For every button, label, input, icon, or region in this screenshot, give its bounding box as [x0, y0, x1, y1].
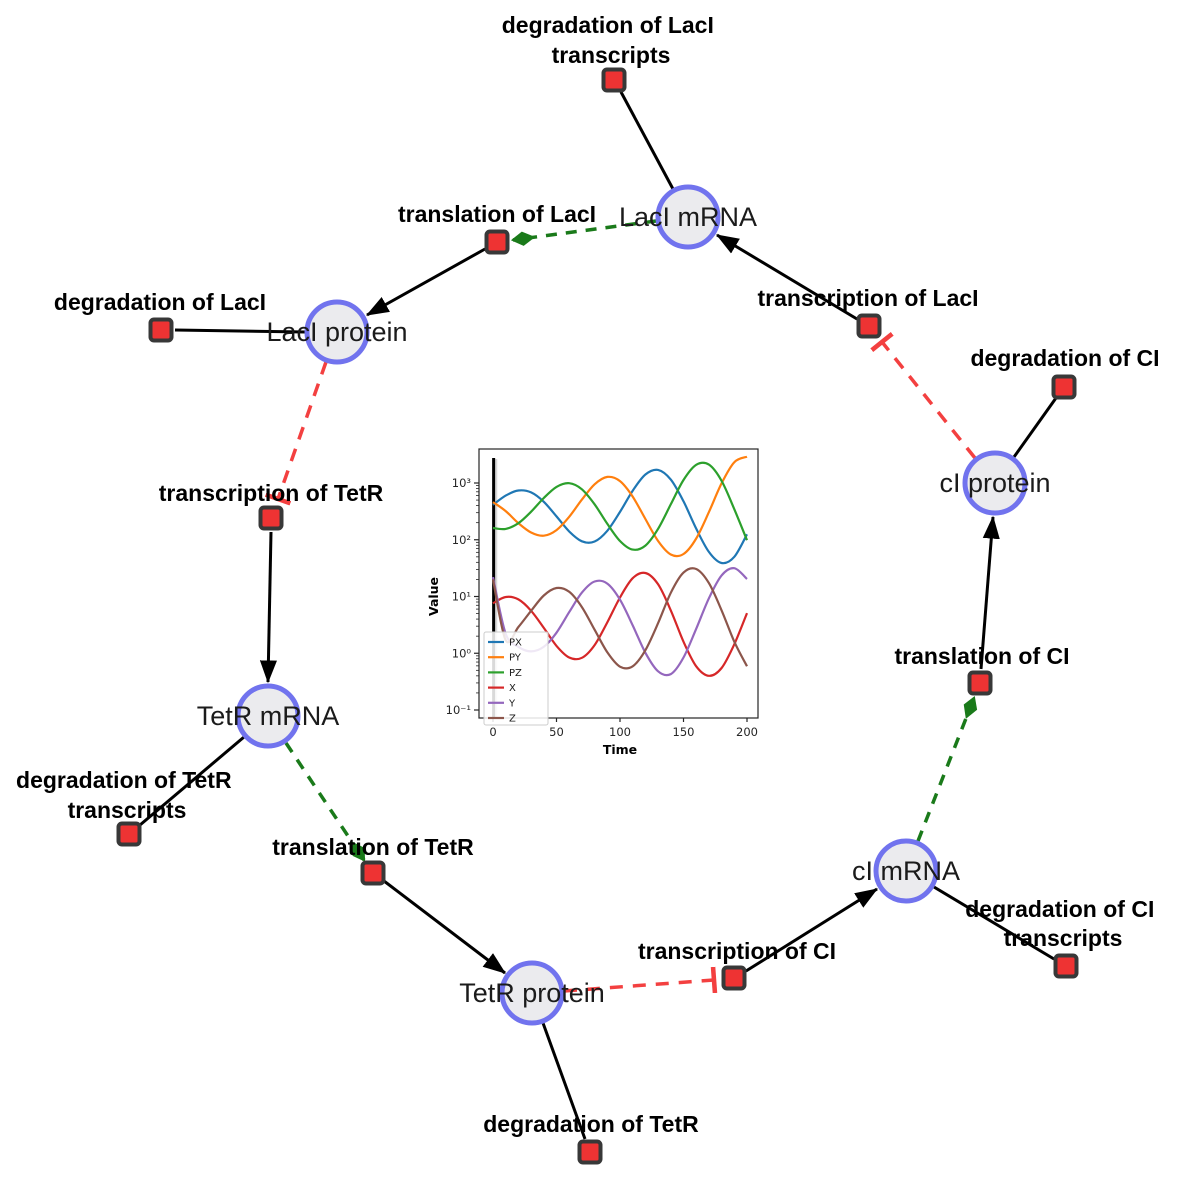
edge-translation-laci-to-laci-protein [365, 247, 486, 317]
reaction-node-transcription-laci [856, 313, 882, 339]
reaction-node-deg-ci-transcripts [1053, 953, 1079, 979]
x-tick-label: 50 [549, 725, 564, 739]
legend-label-X: X [509, 683, 516, 694]
reaction-label-deg-ci: degradation of CI [970, 345, 1159, 371]
series-line-PZ [492, 461, 749, 551]
axes-box [478, 448, 759, 719]
legend: PX PY PZ XYZ [483, 631, 549, 726]
x-tick-label: 100 [609, 725, 631, 739]
edge-transcription-tetr-to-tetr-mrna [259, 531, 277, 684]
species-node-ci-mrna [873, 838, 939, 904]
reaction-label-transcription-ci: transcription of CI [638, 938, 836, 964]
reaction-label-transcription-laci: transcription of LacI [757, 285, 978, 311]
y-tick-label: 10¹ [452, 590, 471, 604]
y-tick-label: 10⁰ [452, 646, 472, 660]
species-label-tetr-protein: TetR protein [459, 978, 605, 1008]
reaction-label-transcription-tetr: transcription of TetR [159, 480, 384, 506]
species-node-ci-protein [962, 450, 1028, 516]
edge-laci-mrna-to-deg-laci-transcripts [619, 91, 675, 190]
reaction-label-deg-tetr-transcripts: degradation of TetR transcripts [16, 767, 238, 823]
species-node-tetr-mrna [235, 683, 301, 749]
series-line-X [492, 571, 749, 677]
y-tick-label: 10⁻¹ [446, 703, 471, 717]
edge-laci-protein-inhibits-transcription-tetr [264, 361, 328, 506]
reaction-label-translation-laci: translation of LacI [398, 201, 596, 227]
edge-ci-protein-to-deg-ci [1012, 397, 1058, 458]
edge-transcription-laci-to-laci-mrna [715, 233, 858, 321]
edge-tetr-mrna-to-deg-tetr-transcripts [139, 735, 245, 827]
x-tick-label: 150 [673, 725, 695, 739]
edge-translation-ci-to-ci-protein [979, 515, 1000, 670]
timeseries-plot: 0 50 100 150 20010³10²10¹10⁰10⁻¹TimeValuePXP… [426, 448, 759, 757]
series-line-Z [491, 567, 748, 670]
reaction-node-deg-tetr-transcripts [116, 821, 142, 847]
edge-tetr-protein-to-deg-tetr [541, 1022, 587, 1140]
reaction-label-deg-laci-transcripts: degradation of LacI transcripts [502, 12, 721, 68]
species-label-tetr-mrna: TetR mRNA [197, 701, 340, 731]
x-axis-label: Time [603, 742, 637, 757]
y-axis-label: Value [426, 577, 441, 616]
edge-laci-protein-to-deg-laci [174, 328, 306, 334]
reaction-node-translation-tetr [360, 860, 386, 886]
reaction-label-deg-ci-transcripts: degradation of CI transcripts [965, 896, 1161, 951]
x-tick-label: 200 [736, 725, 758, 739]
series-line-PY [492, 455, 748, 558]
edge-laci-mrna-to-translation-laci [510, 219, 657, 246]
y-tick-label: 10³ [452, 476, 472, 490]
reaction-node-deg-laci [148, 317, 174, 343]
legend-label-Y: Y [508, 698, 516, 709]
edge-tetr-mrna-to-translation-tetr [284, 742, 366, 862]
species-label-ci-protein: cI protein [939, 468, 1050, 498]
species-node-laci-mrna [655, 184, 721, 250]
edge-ci-mrna-to-translation-ci [916, 696, 978, 842]
species-label-ci-mrna: cI mRNA [852, 856, 960, 886]
series-line-PX [492, 468, 748, 565]
reaction-label-translation-tetr: translation of TetR [272, 834, 474, 860]
legend-label-PY: PY [509, 653, 522, 664]
reaction-node-translation-ci [967, 670, 993, 696]
reaction-node-deg-tetr [577, 1139, 603, 1165]
species-label-laci-mrna: LacI mRNA [619, 202, 757, 232]
legend-label-PZ: PZ [509, 668, 522, 679]
reaction-label-translation-ci: translation of CI [894, 643, 1069, 669]
edge-tetr-protein-inhibits-transcription-ci [563, 966, 718, 994]
legend-label-Z: Z [509, 714, 516, 725]
species-node-laci-protein [304, 299, 370, 365]
legend-label-PX: PX [509, 638, 522, 649]
edge-translation-tetr-to-tetr-protein [383, 879, 506, 975]
reaction-label-deg-tetr: degradation of TetR [483, 1111, 699, 1137]
reaction-node-transcription-tetr [258, 505, 284, 531]
x-tick-label: 0 [489, 725, 496, 739]
edge-ci-mrna-to-deg-ci-transcripts [933, 885, 1055, 961]
reaction-node-deg-laci-transcripts [601, 67, 627, 93]
species-label-laci-protein: LacI protein [266, 317, 407, 347]
reaction-node-deg-ci [1051, 374, 1077, 400]
edge-ci-protein-inhibits-transcription-laci [870, 332, 977, 460]
y-tick-label: 10² [452, 533, 471, 547]
reaction-node-translation-laci [484, 229, 510, 255]
edge-transcription-ci-to-ci-mrna [745, 887, 879, 973]
reaction-label-deg-laci: degradation of LacI [54, 289, 266, 315]
reaction-node-transcription-ci [721, 965, 747, 991]
species-node-tetr-protein [499, 960, 565, 1026]
